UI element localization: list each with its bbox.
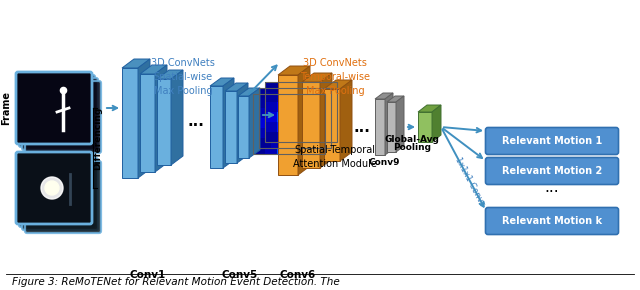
FancyBboxPatch shape bbox=[16, 72, 92, 144]
Polygon shape bbox=[340, 80, 352, 161]
Polygon shape bbox=[140, 65, 167, 74]
Polygon shape bbox=[238, 88, 260, 96]
Polygon shape bbox=[249, 88, 260, 158]
Polygon shape bbox=[324, 80, 352, 89]
Text: 1x1x1 Convs: 1x1x1 Convs bbox=[453, 156, 486, 208]
Text: Pooling: Pooling bbox=[393, 143, 431, 152]
Text: 3D ConvNets
Temporal-wise
Max Pooling: 3D ConvNets Temporal-wise Max Pooling bbox=[300, 58, 370, 96]
FancyBboxPatch shape bbox=[486, 157, 618, 184]
FancyBboxPatch shape bbox=[22, 78, 98, 150]
Polygon shape bbox=[210, 78, 234, 86]
Polygon shape bbox=[210, 86, 223, 168]
Polygon shape bbox=[396, 96, 404, 152]
Text: Conv9: Conv9 bbox=[368, 158, 400, 167]
Text: Conv5: Conv5 bbox=[222, 270, 258, 280]
Text: Relevant Motion 1: Relevant Motion 1 bbox=[502, 136, 602, 146]
Polygon shape bbox=[375, 99, 385, 155]
Polygon shape bbox=[302, 82, 320, 168]
Polygon shape bbox=[238, 96, 249, 158]
Text: Relevant Motion k: Relevant Motion k bbox=[502, 216, 602, 226]
Polygon shape bbox=[385, 93, 393, 155]
Text: ...: ... bbox=[353, 121, 371, 135]
Polygon shape bbox=[375, 93, 393, 99]
Polygon shape bbox=[302, 73, 332, 82]
Polygon shape bbox=[140, 74, 155, 172]
Polygon shape bbox=[157, 79, 171, 165]
Text: Figure 3: ReMoTENet for Relevant Motion Event Detection. The: Figure 3: ReMoTENet for Relevant Motion … bbox=[12, 277, 340, 287]
Polygon shape bbox=[171, 70, 183, 165]
Text: Conv6: Conv6 bbox=[280, 270, 316, 280]
FancyBboxPatch shape bbox=[486, 128, 618, 155]
Text: Global-Avg: Global-Avg bbox=[385, 135, 440, 144]
Text: 3D ConvNets
Spatial-wise
Max Pooling: 3D ConvNets Spatial-wise Max Pooling bbox=[151, 58, 215, 96]
Polygon shape bbox=[122, 59, 150, 68]
Polygon shape bbox=[278, 75, 298, 175]
Polygon shape bbox=[320, 73, 332, 168]
Polygon shape bbox=[237, 83, 248, 163]
Polygon shape bbox=[225, 83, 248, 91]
Text: ...: ... bbox=[188, 115, 204, 130]
FancyBboxPatch shape bbox=[22, 158, 98, 230]
FancyBboxPatch shape bbox=[25, 161, 101, 233]
FancyBboxPatch shape bbox=[486, 208, 618, 235]
Polygon shape bbox=[122, 68, 138, 178]
Polygon shape bbox=[155, 65, 167, 172]
Polygon shape bbox=[298, 66, 310, 175]
Text: Differencing: Differencing bbox=[93, 106, 102, 170]
Circle shape bbox=[45, 181, 59, 195]
Polygon shape bbox=[418, 112, 432, 142]
Text: Conv1: Conv1 bbox=[130, 270, 166, 280]
FancyBboxPatch shape bbox=[25, 81, 101, 153]
Polygon shape bbox=[225, 91, 237, 163]
Polygon shape bbox=[157, 70, 183, 79]
Polygon shape bbox=[138, 59, 150, 178]
Point bbox=[58, 88, 68, 92]
FancyBboxPatch shape bbox=[19, 155, 95, 227]
Circle shape bbox=[41, 177, 63, 199]
Polygon shape bbox=[223, 78, 234, 168]
Polygon shape bbox=[432, 105, 441, 142]
FancyBboxPatch shape bbox=[19, 75, 95, 147]
Polygon shape bbox=[324, 89, 340, 161]
FancyBboxPatch shape bbox=[16, 152, 92, 224]
Text: ...: ... bbox=[545, 180, 559, 195]
Text: Frame: Frame bbox=[1, 91, 11, 125]
Polygon shape bbox=[387, 102, 396, 152]
Polygon shape bbox=[278, 66, 310, 75]
Polygon shape bbox=[418, 105, 441, 112]
Text: Spatial-Temporal
Attention Module: Spatial-Temporal Attention Module bbox=[293, 145, 377, 169]
Text: Relevant Motion 2: Relevant Motion 2 bbox=[502, 166, 602, 176]
Polygon shape bbox=[387, 96, 404, 102]
